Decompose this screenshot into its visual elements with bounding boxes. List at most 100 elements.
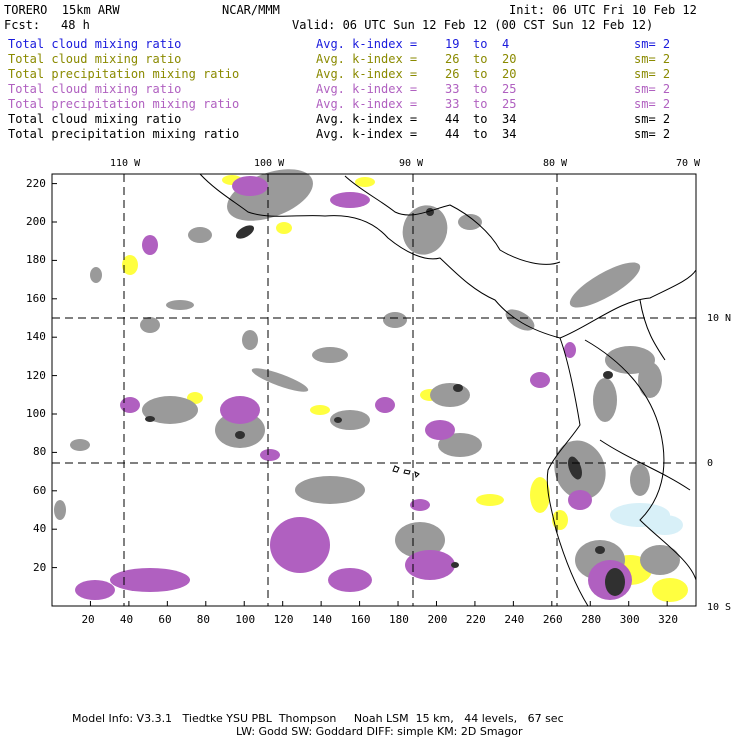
field-blob xyxy=(569,262,641,308)
x-tick-label: 300 xyxy=(619,613,640,626)
x-tick-label: 220 xyxy=(465,613,486,626)
field-blob xyxy=(90,267,102,283)
y-tick-label: 80 xyxy=(33,445,47,459)
x-tick-label: 200 xyxy=(427,613,448,626)
field-blob xyxy=(430,383,470,407)
field-blob xyxy=(330,410,370,430)
legend-smoothing: sm= 2 xyxy=(634,67,671,81)
axis-ticks xyxy=(52,183,668,606)
lat-lon-grid xyxy=(52,174,696,606)
legend-field-name: Total cloud mixing ratio xyxy=(8,52,182,66)
field-blob xyxy=(330,192,370,208)
legend-to-value: 20 xyxy=(502,67,517,81)
coastlines xyxy=(199,173,697,607)
field-blob xyxy=(328,568,372,592)
legend-field-name: Total cloud mixing ratio xyxy=(8,82,182,96)
legend-to-value: 4 xyxy=(502,37,510,51)
field-blob xyxy=(220,396,260,424)
y-tick-label: 20 xyxy=(33,560,47,574)
legend-smoothing: sm= 2 xyxy=(634,97,671,111)
field-blob xyxy=(310,405,330,415)
legend-avg-label: Avg. k-index = xyxy=(316,37,418,51)
forecast-label: Fcst: xyxy=(4,18,41,32)
field-blob xyxy=(120,397,140,413)
field-blob xyxy=(312,347,348,363)
field-blob xyxy=(405,550,455,580)
field-blob xyxy=(552,510,568,530)
legend-smoothing: sm= 2 xyxy=(634,112,671,126)
x-tick-label: 180 xyxy=(389,613,409,626)
field-blob xyxy=(476,494,504,506)
legend-to-word: to xyxy=(473,127,488,141)
lat-label-0: 0 xyxy=(707,458,714,469)
legend-to-word: to xyxy=(473,52,488,66)
field-blob xyxy=(110,568,190,592)
field-blob xyxy=(395,522,445,558)
field-blob xyxy=(595,546,605,554)
field-blob xyxy=(425,420,455,440)
y-tick-label: 40 xyxy=(33,522,47,536)
field-blob xyxy=(145,416,155,422)
field-blob xyxy=(142,396,198,424)
field-blob xyxy=(410,499,430,511)
x-tick-label: 80 xyxy=(196,613,211,626)
init-time: Init: 06 UTC Fri 10 Feb 12 xyxy=(509,3,697,17)
field-blob xyxy=(458,214,482,230)
legend-to-value: 25 xyxy=(502,97,517,111)
legend-to-word: to xyxy=(473,82,488,96)
y-tick-label: 120 xyxy=(26,368,46,382)
field-blob xyxy=(235,431,245,439)
field-blob xyxy=(652,578,688,602)
x-tick-label: 280 xyxy=(581,613,602,626)
field-blob xyxy=(638,362,662,398)
cloud-fields xyxy=(54,169,688,602)
legend-from-value: 33 xyxy=(445,97,460,111)
legend-from-value: 44 xyxy=(445,127,460,141)
legend-field-name: Total cloud mixing ratio xyxy=(8,37,182,51)
field-blob xyxy=(383,312,407,328)
legend-to-word: to xyxy=(473,37,488,51)
field-blob xyxy=(647,515,683,535)
field-blob xyxy=(54,500,66,520)
field-blob xyxy=(270,517,330,573)
x-tick-label: 20 xyxy=(81,613,95,626)
field-blob xyxy=(375,397,395,413)
field-blob xyxy=(140,317,160,333)
field-blob xyxy=(630,464,650,496)
field-blob xyxy=(215,412,265,448)
y-tick-label: 220 xyxy=(26,176,46,190)
field-blob xyxy=(568,490,592,510)
valid-time: Valid: 06 UTC Sun 12 Feb 12 (00 CST Sun … xyxy=(292,18,654,32)
x-tick-label: 60 xyxy=(158,613,172,626)
x-tick-label: 320 xyxy=(658,613,679,626)
legend-field-name: Total cloud mixing ratio xyxy=(8,112,182,126)
x-tick-label: 120 xyxy=(273,613,294,626)
y-tick-label: 140 xyxy=(26,330,46,344)
field-blob xyxy=(70,439,90,451)
lon-label-70w: 70 W xyxy=(676,158,701,169)
field-blob xyxy=(355,177,375,187)
legend-to-value: 25 xyxy=(502,82,517,96)
legend-to-word: to xyxy=(473,97,488,111)
field-blob xyxy=(242,330,258,350)
field-blob xyxy=(605,568,625,596)
legend-avg-label: Avg. k-index = xyxy=(316,67,418,81)
legend-from-value: 19 xyxy=(445,37,460,51)
field-blob xyxy=(451,562,459,568)
y-tick-label: 100 xyxy=(26,407,46,420)
field-blob xyxy=(122,255,138,275)
model-info: Model Info: V3.3.1 Tiedtke YSU PBL Thomp… xyxy=(72,712,564,725)
legend-from-value: 26 xyxy=(445,67,460,81)
field-blob xyxy=(530,372,550,388)
map-frame xyxy=(51,173,697,607)
lon-label-100w: 100 W xyxy=(254,158,285,169)
legend-to-value: 34 xyxy=(502,127,517,141)
legend-from-value: 33 xyxy=(445,82,460,96)
field-blob xyxy=(251,368,309,392)
legend-from-value: 26 xyxy=(445,52,460,66)
field-blob xyxy=(276,222,292,234)
legend-to-word: to xyxy=(473,112,488,126)
field-blob xyxy=(438,433,482,457)
legend-smoothing: sm= 2 xyxy=(634,37,671,51)
